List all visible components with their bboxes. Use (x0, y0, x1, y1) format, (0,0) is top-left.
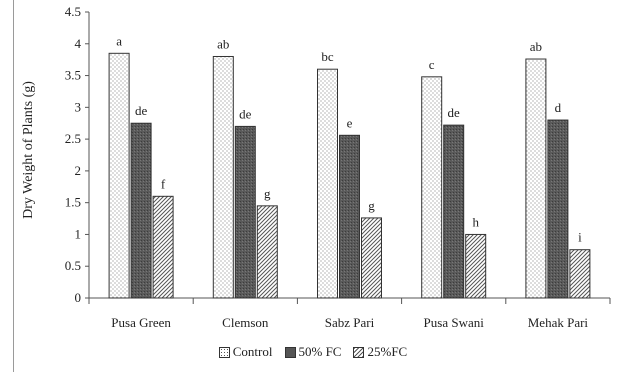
legend-label: Control (232, 344, 273, 359)
data-label: e (347, 115, 353, 130)
data-label: c (429, 57, 435, 72)
frame-left-border (13, 0, 14, 372)
y-tick-label: 2.5 (65, 131, 81, 146)
bar-dots (525, 58, 547, 299)
y-tick-label: 0.5 (65, 258, 81, 273)
x-tick-label: Clemson (222, 315, 269, 330)
bar-dark (130, 122, 152, 299)
bar-dark (339, 134, 360, 299)
legend-swatch (284, 346, 296, 358)
legend-item: 50% FC (284, 344, 342, 360)
y-tick-label: 1.5 (65, 195, 81, 210)
data-label: d (555, 100, 562, 115)
bar-dots (421, 76, 443, 299)
legend-item: Control (218, 344, 273, 360)
data-label: a (116, 33, 122, 48)
data-label: ab (530, 39, 542, 54)
data-label: f (161, 176, 166, 191)
data-label: de (448, 105, 461, 120)
data-label: i (578, 230, 582, 245)
x-tick-label: Pusa Green (111, 315, 171, 330)
bar-hatch (256, 205, 278, 299)
legend-swatch (353, 346, 365, 358)
data-label: g (368, 198, 375, 213)
y-tick-label: 1 (75, 226, 82, 241)
y-tick-label: 2 (75, 163, 82, 178)
bar-hatch (465, 233, 487, 299)
bar-dark (443, 124, 465, 299)
legend-swatch (218, 346, 230, 358)
bar-hatch (569, 249, 591, 299)
y-tick-label: 4 (75, 36, 82, 51)
data-label: g (264, 186, 271, 201)
legend-label: 50% FC (298, 344, 342, 359)
data-label: de (239, 106, 252, 121)
data-label: bc (321, 49, 334, 64)
y-tick-label: 3.5 (65, 68, 81, 83)
legend: Control 50% FC 25%FC (0, 344, 626, 362)
x-tick-label: Pusa Swani (424, 315, 485, 330)
bar-dark (234, 125, 256, 299)
legend-label: 25%FC (367, 344, 408, 359)
bar-dots (108, 52, 130, 299)
bar-dots (212, 55, 234, 299)
data-label: de (135, 103, 148, 118)
legend-item: 25%FC (353, 344, 407, 360)
y-tick-label: 0 (75, 290, 82, 305)
bar-dark (547, 119, 569, 299)
data-label: h (472, 214, 479, 229)
x-tick-label: Mehak Pari (528, 315, 589, 330)
y-tick-label: 4.5 (65, 4, 81, 19)
data-label: ab (217, 36, 229, 51)
y-tick-label: 3 (75, 99, 82, 114)
x-tick-label: Sabz Pari (325, 315, 375, 330)
bar-hatch (361, 217, 382, 299)
bar-hatch (152, 195, 174, 299)
bar-dots (317, 68, 338, 299)
